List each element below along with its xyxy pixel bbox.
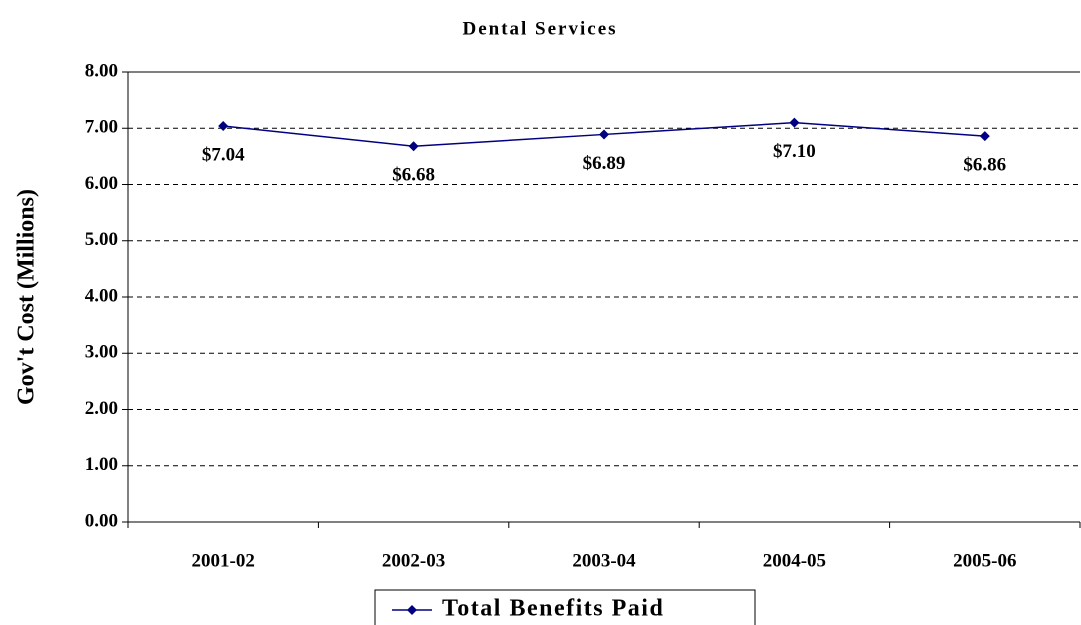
data-point — [218, 121, 229, 131]
x-tick-label: 2005-06 — [953, 550, 1016, 571]
y-tick-label: 6.00 — [85, 173, 118, 194]
chart-title: Dental Services — [462, 18, 617, 39]
legend-swatch-marker — [407, 605, 417, 615]
data-label: $6.86 — [963, 154, 1006, 175]
x-tick-label: 2004-05 — [763, 550, 826, 571]
data-label: $6.68 — [392, 165, 435, 186]
data-point — [599, 129, 609, 140]
x-tick-label: 2001-02 — [192, 550, 255, 571]
y-tick-label: 8.00 — [85, 60, 118, 81]
x-tick-label: 2002-03 — [382, 550, 445, 571]
legend-label: Total Benefits Paid — [442, 596, 664, 622]
y-tick-label: 2.00 — [85, 398, 118, 419]
data-label: $6.89 — [583, 153, 626, 174]
legend: Total Benefits Paid — [374, 589, 756, 625]
data-label: $7.04 — [202, 144, 245, 165]
legend-box — [374, 589, 756, 625]
y-tick-label: 7.00 — [85, 117, 118, 138]
y-axis-label: Gov't Cost (Millions) — [14, 189, 40, 405]
data-point — [979, 131, 990, 142]
data-label: $7.10 — [773, 141, 816, 162]
y-tick-label: 0.00 — [85, 510, 118, 531]
data-point — [408, 141, 419, 152]
data-point — [789, 117, 800, 128]
y-tick-label: 5.00 — [85, 229, 118, 250]
x-tick-label: 2003-04 — [572, 550, 636, 571]
y-tick-label: 4.00 — [85, 285, 118, 306]
y-tick-label: 3.00 — [85, 342, 118, 363]
y-tick-label: 1.00 — [85, 454, 118, 475]
